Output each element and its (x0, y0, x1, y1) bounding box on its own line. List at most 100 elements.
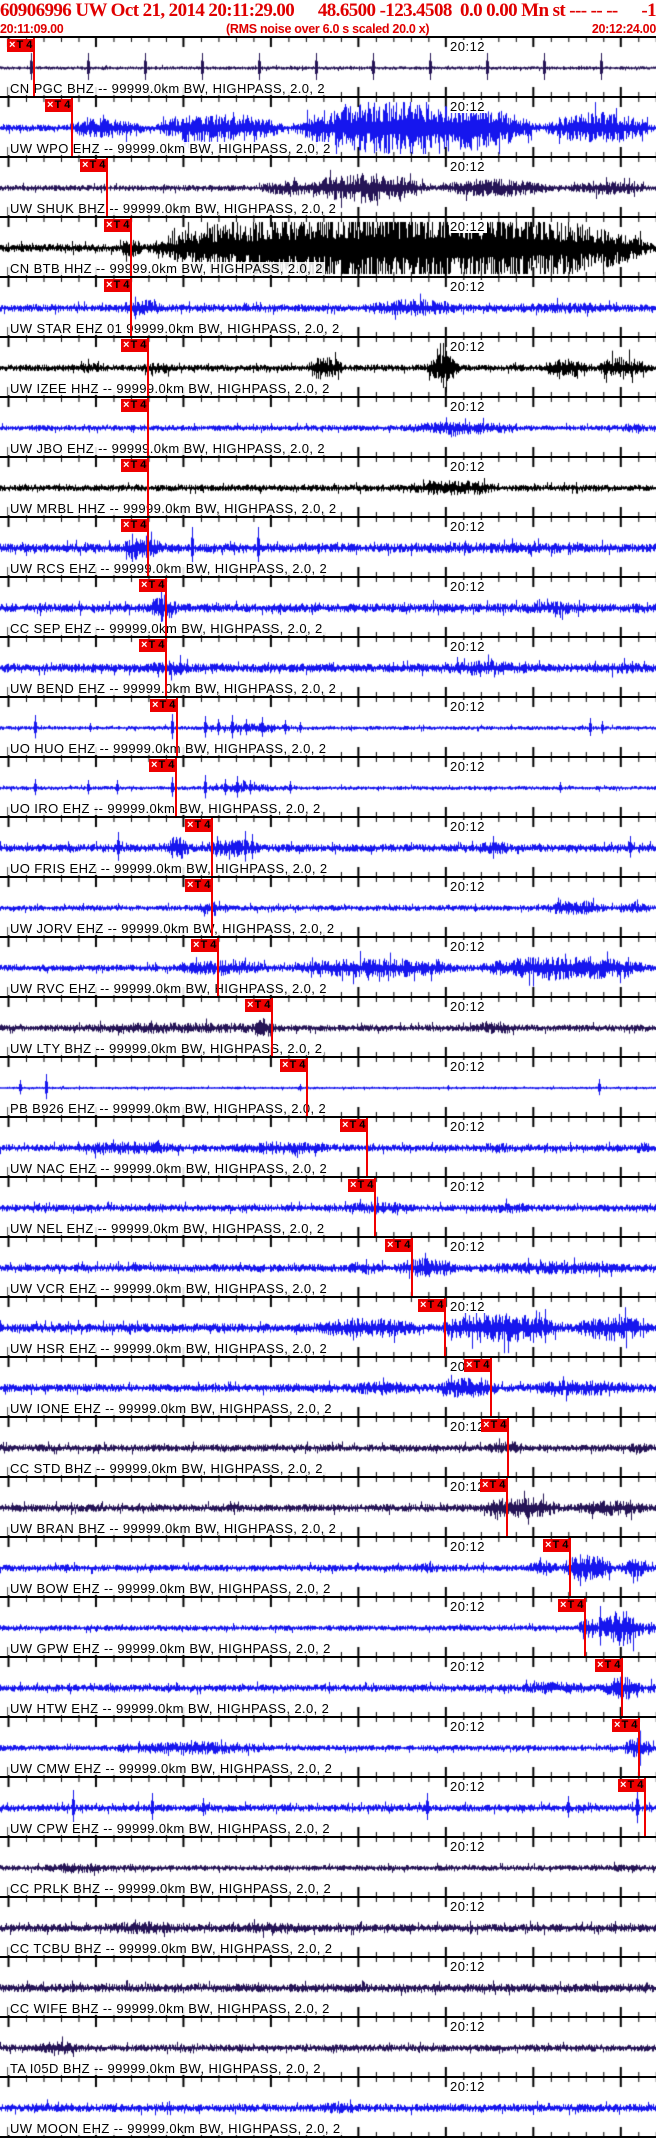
pick-line[interactable] (33, 38, 35, 96)
pick-flag-label: T 4 (16, 39, 33, 51)
pick-flag[interactable]: × T 4 (121, 459, 150, 472)
trace-label: UW CPW EHZ -- 99999.0km BW, HIGHPASS, 2.… (8, 1821, 333, 1836)
pick-delete-x-icon: × (387, 1239, 394, 1251)
pick-flag[interactable]: × T 4 (595, 1659, 624, 1672)
pick-line[interactable] (444, 1298, 446, 1356)
trace-label: UW NEL EHZ -- 99999.0km BW, HIGHPASS, 2.… (8, 1221, 327, 1236)
pick-flag[interactable]: × T 4 (558, 1599, 587, 1612)
pick-flag[interactable]: × T 4 (7, 39, 36, 52)
pick-flag[interactable]: × T 4 (280, 1059, 309, 1072)
trace-label: UW RCS EHZ -- 99999.0km BW, HIGHPASS, 2.… (8, 561, 330, 576)
pick-line[interactable] (176, 698, 178, 756)
trace-label: UW GPW EHZ -- 99999.0km BW, HIGHPASS, 2.… (8, 1641, 333, 1656)
pick-flag[interactable]: × T 4 (612, 1719, 641, 1732)
pick-line[interactable] (175, 758, 177, 816)
pick-flag[interactable]: × T 4 (150, 699, 179, 712)
pick-line[interactable] (506, 1478, 508, 1536)
pick-flag[interactable]: × T 4 (340, 1119, 369, 1132)
pick-line[interactable] (621, 1658, 623, 1716)
pick-line[interactable] (306, 1058, 308, 1116)
pick-delete-x-icon: × (545, 1539, 552, 1551)
minute-label: 20:12 (449, 2079, 488, 2094)
pick-flag[interactable]: × T 4 (121, 339, 150, 352)
trace-panel: 20:12 UW MRBL HHZ -- 99999.0km BW, HIGHPA… (0, 456, 656, 516)
pick-flag[interactable]: × T 4 (121, 519, 150, 532)
pick-delete-x-icon: × (350, 1179, 357, 1191)
pick-flag[interactable]: × T 4 (185, 879, 214, 892)
trace-label: UW WPO EHZ -- 99999.0km BW, HIGHPASS, 2.… (8, 141, 333, 156)
trace-label: UW RVC EHZ -- 99999.0km BW, HIGHPASS, 2.… (8, 981, 329, 996)
pick-line[interactable] (638, 1718, 640, 1776)
pick-flag[interactable]: × T 4 (618, 1779, 647, 1792)
pick-flag[interactable]: × T 4 (543, 1539, 572, 1552)
pick-flag[interactable]: × T 4 (121, 399, 150, 412)
pick-line[interactable] (147, 338, 149, 396)
pick-line[interactable] (130, 218, 132, 276)
pick-line[interactable] (147, 458, 149, 516)
pick-flag[interactable]: × T 4 (139, 639, 168, 652)
trace-panel: 20:12 UW SHUK BHZ -- 99999.0km BW, HIGHPA… (0, 156, 656, 216)
trace-panel: 20:12 UW HTW EHZ -- 99999.0km BW, HIGHPAS… (0, 1656, 656, 1716)
trace-label: UW BOW EHZ -- 99999.0km BW, HIGHPASS, 2.… (8, 1581, 333, 1596)
pick-line[interactable] (217, 938, 219, 996)
trace-label: UO HUO EHZ -- 99999.0km BW, HIGHPASS, 2.… (8, 741, 329, 756)
trace-panel: 20:12 UW HSR EHZ -- 99999.0km BW, HIGHPAS… (0, 1296, 656, 1356)
minute-label: 20:12 (449, 639, 488, 654)
pick-delete-x-icon: × (187, 819, 194, 831)
pick-flag[interactable]: × T 4 (191, 939, 220, 952)
pick-flag[interactable]: × T 4 (464, 1359, 493, 1372)
pick-flag[interactable]: × T 4 (481, 1419, 510, 1432)
pick-line[interactable] (130, 278, 132, 336)
pick-delete-x-icon: × (141, 639, 148, 651)
minute-label: 20:12 (449, 1959, 488, 1974)
pick-line[interactable] (569, 1538, 571, 1596)
pick-flag-label: T 4 (357, 1179, 374, 1191)
window-start-time: 20:11:09.00 (0, 21, 64, 36)
trace-panel: 20:12 UW NEL EHZ -- 99999.0km BW, HIGHPAS… (0, 1176, 656, 1236)
trace-label: UW STAR EHZ 01 99999.0km BW, HIGHPASS, 2… (8, 321, 342, 336)
pick-line[interactable] (147, 518, 149, 576)
pick-line[interactable] (211, 818, 213, 876)
pick-flag[interactable]: × T 4 (245, 999, 274, 1012)
pick-flag[interactable]: × T 4 (185, 819, 214, 832)
trace-panel: 20:12 UW NAC EHZ -- 99999.0km BW, HIGHPAS… (0, 1116, 656, 1176)
pick-line[interactable] (374, 1178, 376, 1236)
trace-label: UW JORV EHZ -- 99999.0km BW, HIGHPASS, 2… (8, 921, 337, 936)
pick-line[interactable] (271, 998, 273, 1056)
pick-flag[interactable]: × T 4 (45, 99, 74, 112)
pick-line[interactable] (490, 1358, 492, 1416)
pick-line[interactable] (71, 98, 73, 156)
trace-stack: 20:12 CN PGC BHZ -- 99999.0km BW, HIGHPAS… (0, 36, 656, 2138)
pick-flag[interactable]: × T 4 (348, 1179, 377, 1192)
trace-panel: 20:12 CC PRLK BHZ -- 99999.0km BW, HIGHPA… (0, 1836, 656, 1896)
pick-flag[interactable]: × T 4 (139, 579, 168, 592)
pick-line[interactable] (147, 398, 149, 456)
trace-panel: 20:12 TA I05D BHZ -- 99999.0km BW, HIGHPA… (0, 2016, 656, 2076)
pick-line[interactable] (106, 158, 108, 216)
trace-panel: 20:12 UO FRIS EHZ -- 99999.0km BW, HIGHPA… (0, 816, 656, 876)
minute-label: 20:12 (449, 39, 488, 54)
pick-line[interactable] (165, 638, 167, 696)
pick-flag[interactable]: × T 4 (385, 1239, 414, 1252)
trace-label: UW CMW EHZ -- 99999.0km BW, HIGHPASS, 2.… (8, 1761, 335, 1776)
pick-line[interactable] (507, 1418, 509, 1476)
pick-flag[interactable]: × T 4 (480, 1479, 509, 1492)
pick-flag[interactable]: × T 4 (418, 1299, 447, 1312)
trace-label: UO FRIS EHZ -- 99999.0km BW, HIGHPASS, 2… (8, 861, 330, 876)
pick-flag[interactable]: × T 4 (104, 279, 133, 292)
pick-line[interactable] (644, 1778, 646, 1836)
pick-line[interactable] (584, 1598, 586, 1656)
pick-line[interactable] (165, 578, 167, 636)
minute-label: 20:12 (449, 819, 488, 834)
pick-flag[interactable]: × T 4 (80, 159, 109, 172)
minute-label: 20:12 (449, 699, 488, 714)
pick-flag[interactable]: × T 4 (104, 219, 133, 232)
pick-line[interactable] (411, 1238, 413, 1296)
trace-label: UW NAC EHZ -- 99999.0km BW, HIGHPASS, 2.… (8, 1161, 330, 1176)
trace-label: UW IZEE HHZ -- 99999.0km BW, HIGHPASS, 2… (8, 381, 332, 396)
trace-label: CC WIFE BHZ -- 99999.0km BW, HIGHPASS, 2… (8, 2001, 332, 2016)
pick-line[interactable] (211, 878, 213, 936)
pick-line[interactable] (366, 1118, 368, 1176)
pick-flag[interactable]: × T 4 (149, 759, 178, 772)
